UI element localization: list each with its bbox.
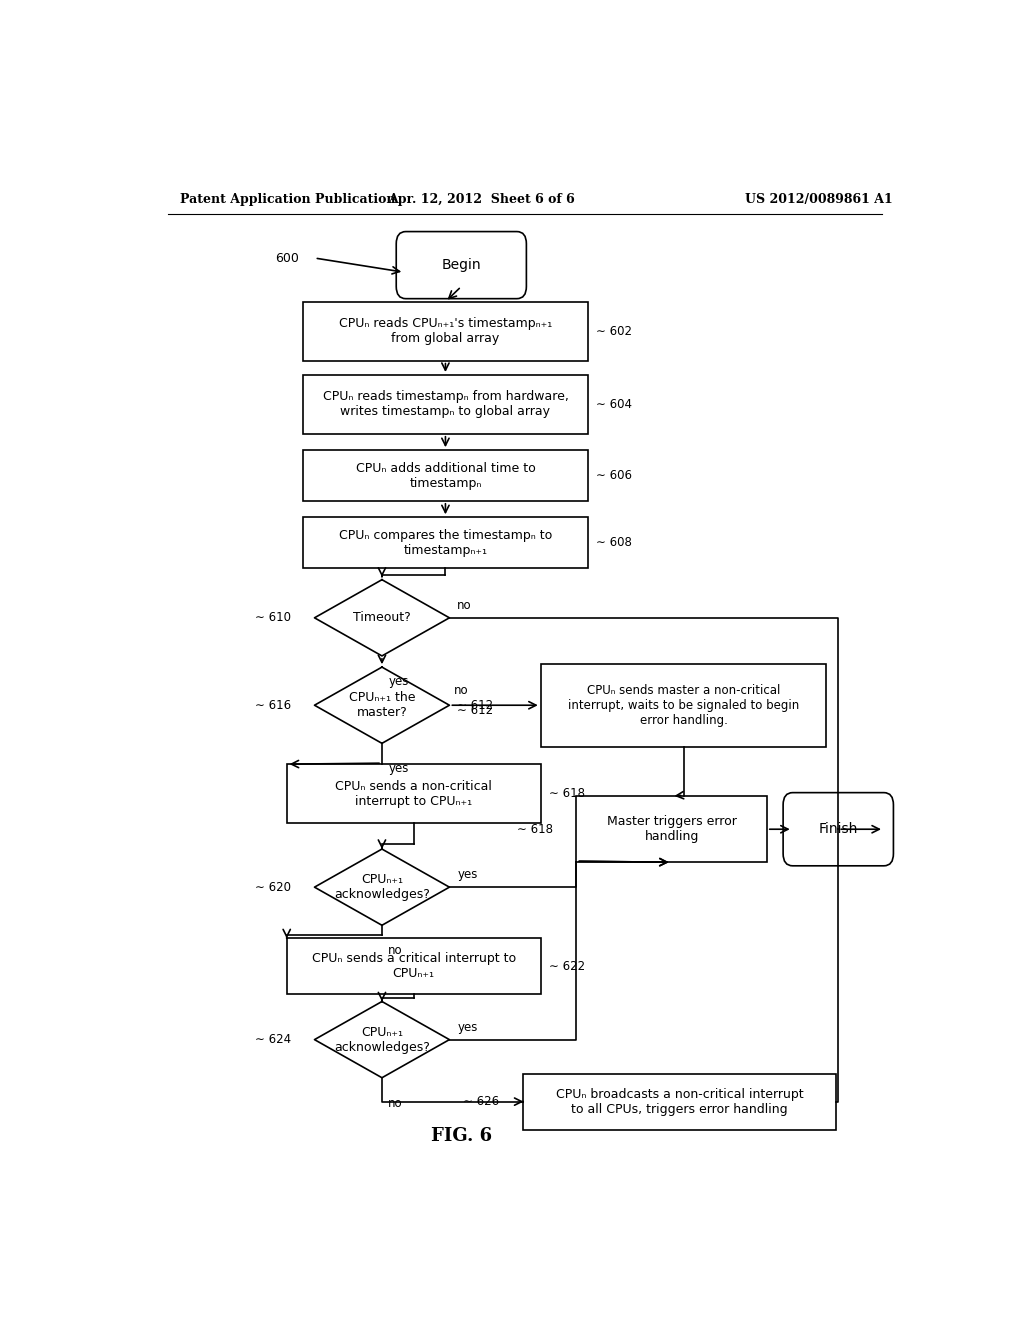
Text: ∼ 608: ∼ 608 [596,536,632,549]
Text: no: no [458,599,472,612]
Text: Patent Application Publication: Patent Application Publication [179,193,395,206]
Text: Begin: Begin [441,259,481,272]
Text: ∼ 610: ∼ 610 [255,611,291,624]
Text: CPUₙ sends a non-critical
interrupt to CPUₙ₊₁: CPUₙ sends a non-critical interrupt to C… [335,780,493,808]
Text: no: no [454,685,468,697]
Text: no: no [388,944,402,957]
Text: yes: yes [388,675,409,688]
FancyBboxPatch shape [287,764,541,824]
FancyBboxPatch shape [523,1073,837,1130]
Text: CPUₙ broadcasts a non-critical interrupt
to all CPUs, triggers error handling: CPUₙ broadcasts a non-critical interrupt… [556,1088,804,1115]
FancyBboxPatch shape [541,664,826,747]
Text: ∼ 618: ∼ 618 [517,822,553,836]
Text: CPUₙ₊₁
acknowledges?: CPUₙ₊₁ acknowledges? [334,1026,430,1053]
Text: no: no [388,1097,402,1110]
Polygon shape [314,849,450,925]
FancyBboxPatch shape [303,375,588,434]
Text: ∼ 612: ∼ 612 [458,698,494,711]
Text: FIG. 6: FIG. 6 [431,1127,492,1146]
FancyBboxPatch shape [783,792,893,866]
Text: ∼ 602: ∼ 602 [596,325,632,338]
FancyBboxPatch shape [577,796,767,862]
Polygon shape [314,1002,450,1077]
Text: ∼ 620: ∼ 620 [255,880,291,894]
Text: ∼ 622: ∼ 622 [549,960,585,973]
Text: US 2012/0089861 A1: US 2012/0089861 A1 [744,193,892,206]
Text: CPUₙ reads timestampₙ from hardware,
writes timestampₙ to global array: CPUₙ reads timestampₙ from hardware, wri… [323,391,568,418]
Text: ∼ 604: ∼ 604 [596,397,632,411]
Text: CPUₙ compares the timestampₙ to
timestampₙ₊₁: CPUₙ compares the timestampₙ to timestam… [339,528,552,557]
Text: ∼ 626: ∼ 626 [463,1096,500,1107]
Text: CPUₙ sends master a non-critical
interrupt, waits to be signaled to begin
error : CPUₙ sends master a non-critical interru… [568,684,799,727]
Polygon shape [314,579,450,656]
Text: CPUₙ₊₁ the
master?: CPUₙ₊₁ the master? [349,692,415,719]
FancyBboxPatch shape [303,517,588,568]
Text: CPUₙ₊₁
acknowledges?: CPUₙ₊₁ acknowledges? [334,873,430,902]
FancyBboxPatch shape [303,450,588,500]
Text: yes: yes [458,869,478,882]
Text: Timeout?: Timeout? [353,611,411,624]
Text: 600: 600 [274,252,299,264]
Text: CPUₙ adds additional time to
timestampₙ: CPUₙ adds additional time to timestampₙ [355,462,536,490]
Text: ∼ 616: ∼ 616 [255,698,291,711]
Text: ∼ 612: ∼ 612 [458,704,494,717]
Text: CPUₙ sends a critical interrupt to
CPUₙ₊₁: CPUₙ sends a critical interrupt to CPUₙ₊… [311,953,516,981]
FancyBboxPatch shape [303,302,588,360]
Text: Apr. 12, 2012  Sheet 6 of 6: Apr. 12, 2012 Sheet 6 of 6 [388,193,574,206]
FancyBboxPatch shape [396,231,526,298]
Text: ∼ 618: ∼ 618 [549,787,585,800]
Polygon shape [314,667,450,743]
Text: CPUₙ reads CPUₙ₊₁'s timestampₙ₊₁
from global array: CPUₙ reads CPUₙ₊₁'s timestampₙ₊₁ from gl… [339,317,552,346]
Text: Finish: Finish [818,822,858,837]
Text: ∼ 606: ∼ 606 [596,469,632,482]
Text: yes: yes [388,762,409,775]
Text: Master triggers error
handling: Master triggers error handling [606,816,736,843]
Text: yes: yes [458,1020,478,1034]
FancyBboxPatch shape [287,939,541,994]
Text: ∼ 624: ∼ 624 [255,1034,291,1047]
